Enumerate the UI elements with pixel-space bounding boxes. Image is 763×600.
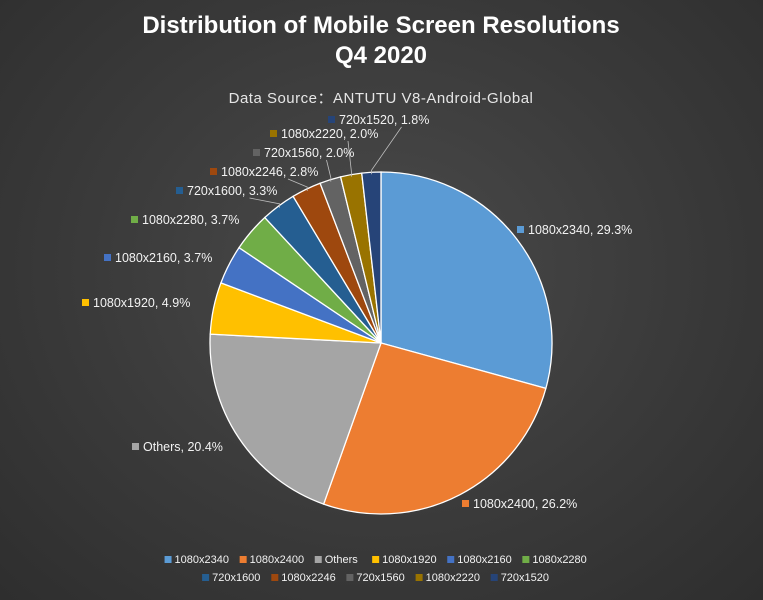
data-label-marker xyxy=(104,254,111,261)
legend: 1080x2340 1080x2400 Others 1080x1920 1080x21… xyxy=(164,554,587,584)
data-label-1080x2340: 1080x2340, 29.3% xyxy=(517,223,632,237)
legend-label: 1080x1920 xyxy=(382,554,436,566)
chart-subtitle: Data Source：ANTUTU V8-Android-Global xyxy=(229,90,534,107)
legend-marker xyxy=(447,556,455,563)
leader-line-1080x2246 xyxy=(287,178,308,191)
data-label-text: 1080x2340, 29.3% xyxy=(528,223,632,237)
legend-item-720x1520: 720x1520 xyxy=(490,572,549,584)
data-label-marker xyxy=(517,226,524,233)
legend-item-1080x2160: 1080x2160 xyxy=(447,554,512,566)
legend-label: Others xyxy=(325,554,359,566)
data-labels: 1080x2340, 29.3% 1080x2400, 26.2% Others, … xyxy=(82,113,632,511)
data-label-1080x2220: 1080x2220, 2.0% xyxy=(270,127,378,141)
data-label-text: 1080x2400, 26.2% xyxy=(473,497,577,511)
data-label-others: Others, 20.4% xyxy=(132,440,223,454)
pie-slice-others xyxy=(209,333,382,505)
legend-item-720x1600: 720x1600 xyxy=(202,572,260,584)
legend-label: 1080x2400 xyxy=(250,554,304,566)
legend-item-720x1560: 720x1560 xyxy=(346,572,405,584)
data-label-text: 1080x2220, 2.0% xyxy=(281,127,378,141)
data-label-720x1560: 720x1560, 2.0% xyxy=(253,146,354,160)
legend-label: 1080x2160 xyxy=(457,554,511,566)
legend-marker xyxy=(522,556,530,563)
leader-line-1080x2220 xyxy=(347,140,352,177)
legend-marker xyxy=(346,574,354,581)
data-label-marker xyxy=(176,187,183,194)
pie-slice-1080x2340 xyxy=(380,171,553,390)
data-label-1080x2160: 1080x2160, 3.7% xyxy=(104,251,212,265)
legend-marker xyxy=(239,556,247,563)
data-label-text: 720x1560, 2.0% xyxy=(264,146,354,160)
legend-label: 720x1520 xyxy=(501,572,549,584)
chart-title-line-1: Distribution of Mobile Screen Resolution… xyxy=(142,12,619,39)
data-label-marker xyxy=(270,130,277,137)
legend-marker xyxy=(490,574,498,581)
leader-lines xyxy=(249,126,402,208)
legend-item-1080x1920: 1080x1920 xyxy=(372,554,437,566)
legend-marker xyxy=(202,574,210,581)
legend-item-1080x2340: 1080x2340 xyxy=(164,554,229,566)
chart-title-line-2: Q4 2020 xyxy=(335,42,427,69)
data-label-text: 1080x2160, 3.7% xyxy=(115,251,212,265)
data-label-text: 1080x2246, 2.8% xyxy=(221,165,318,179)
legend-label: 1080x2246 xyxy=(281,572,335,584)
data-label-1080x2280: 1080x2280, 3.7% xyxy=(131,213,239,227)
legend-label: 1080x2340 xyxy=(175,554,229,566)
data-label-1080x1920: 1080x1920, 4.9% xyxy=(82,296,190,310)
legend-label: 720x1560 xyxy=(356,572,404,584)
pie-slices xyxy=(209,171,553,515)
data-label-text: 1080x2280, 3.7% xyxy=(142,213,239,227)
data-label-marker xyxy=(328,116,335,123)
data-label-720x1600: 720x1600, 3.3% xyxy=(176,184,277,198)
legend-label: 1080x2220 xyxy=(426,572,480,584)
data-label-marker xyxy=(462,500,469,507)
legend-marker xyxy=(314,556,322,563)
legend-item-1080x2280: 1080x2280 xyxy=(522,554,587,566)
data-label-marker xyxy=(210,168,217,175)
legend-marker xyxy=(164,556,172,563)
legend-marker xyxy=(271,574,279,581)
data-label-text: 720x1600, 3.3% xyxy=(187,184,277,198)
data-label-720x1520: 720x1520, 1.8% xyxy=(328,113,429,127)
data-label-marker xyxy=(253,149,260,156)
legend-marker xyxy=(415,574,423,581)
legend-marker xyxy=(372,556,380,563)
legend-item-others: Others xyxy=(314,554,359,566)
leader-line-720x1520 xyxy=(371,126,402,175)
pie-slice-1080x2400 xyxy=(322,342,547,515)
leader-line-720x1560 xyxy=(326,159,332,182)
data-label-text: 1080x1920, 4.9% xyxy=(93,296,190,310)
legend-item-1080x2220: 1080x2220 xyxy=(415,572,480,584)
data-label-text: 720x1520, 1.8% xyxy=(339,113,429,127)
data-label-1080x2246: 1080x2246, 2.8% xyxy=(210,165,318,179)
legend-item-1080x2400: 1080x2400 xyxy=(239,554,304,566)
legend-label: 720x1600 xyxy=(212,572,260,584)
data-label-marker xyxy=(132,443,139,450)
legend-item-1080x2246: 1080x2246 xyxy=(271,572,336,584)
data-label-marker xyxy=(82,299,89,306)
leader-line-720x1600 xyxy=(249,197,281,208)
legend-label: 1080x2280 xyxy=(532,554,586,566)
data-label-marker xyxy=(131,216,138,223)
data-label-text: Others, 20.4% xyxy=(143,440,223,454)
data-label-1080x2400: 1080x2400, 26.2% xyxy=(462,497,577,511)
